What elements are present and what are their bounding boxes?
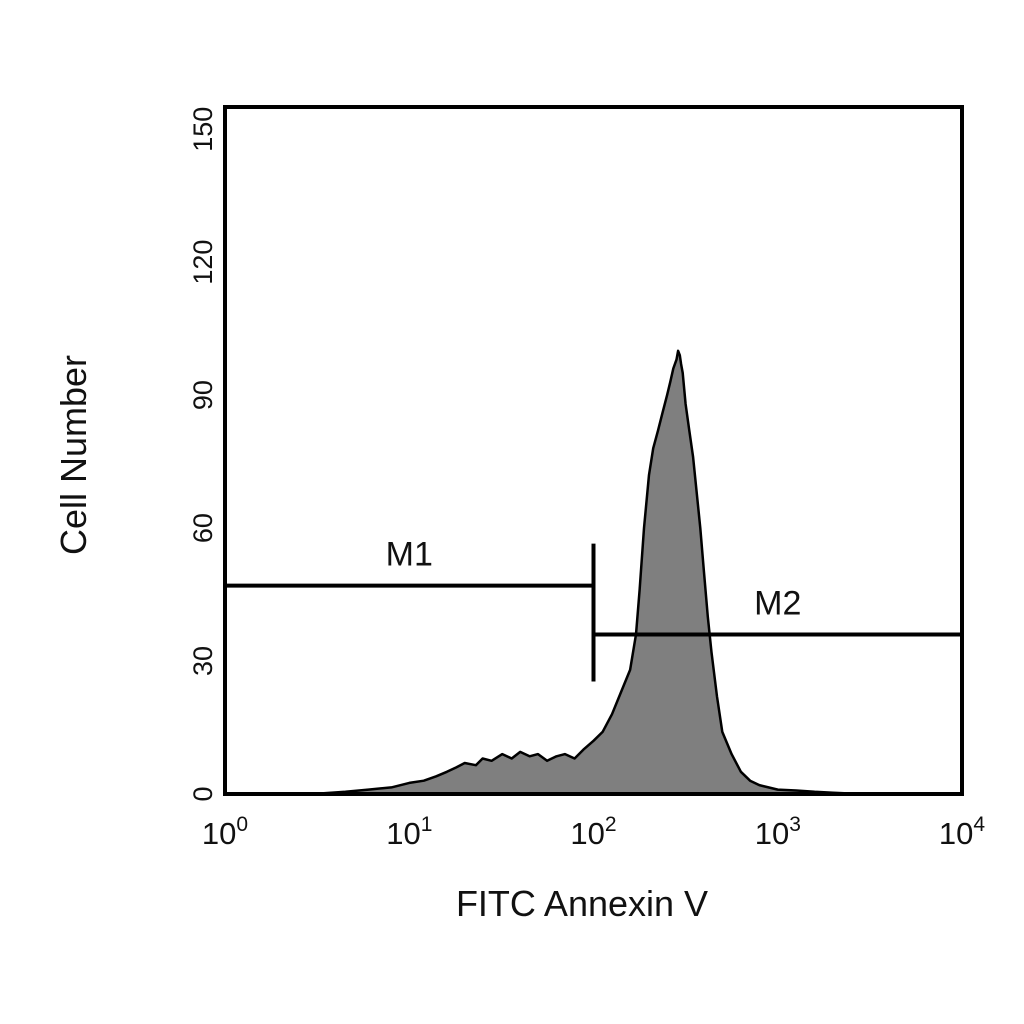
x-tick-label: 104 bbox=[939, 813, 985, 851]
y-tick-label: 60 bbox=[188, 513, 218, 543]
x-tick-label: 103 bbox=[755, 813, 801, 851]
x-tick-label: 101 bbox=[386, 813, 432, 851]
plot-frame bbox=[223, 105, 964, 796]
y-tick-label: 120 bbox=[188, 240, 218, 285]
y-tick-label: 150 bbox=[188, 107, 218, 152]
marker-m2-label: M2 bbox=[754, 584, 801, 622]
histogram-series-0 bbox=[223, 349, 964, 796]
x-tick-label: 100 bbox=[202, 813, 248, 851]
y-axis-title: Cell Number bbox=[53, 355, 94, 555]
x-axis-title: FITC Annexin V bbox=[456, 883, 708, 924]
x-tick-label: 102 bbox=[570, 813, 616, 851]
marker-m1-label: M1 bbox=[386, 536, 433, 574]
y-tick-label: 90 bbox=[188, 380, 218, 410]
y-tick-label: 0 bbox=[188, 786, 218, 801]
y-tick-label: 30 bbox=[188, 646, 218, 676]
